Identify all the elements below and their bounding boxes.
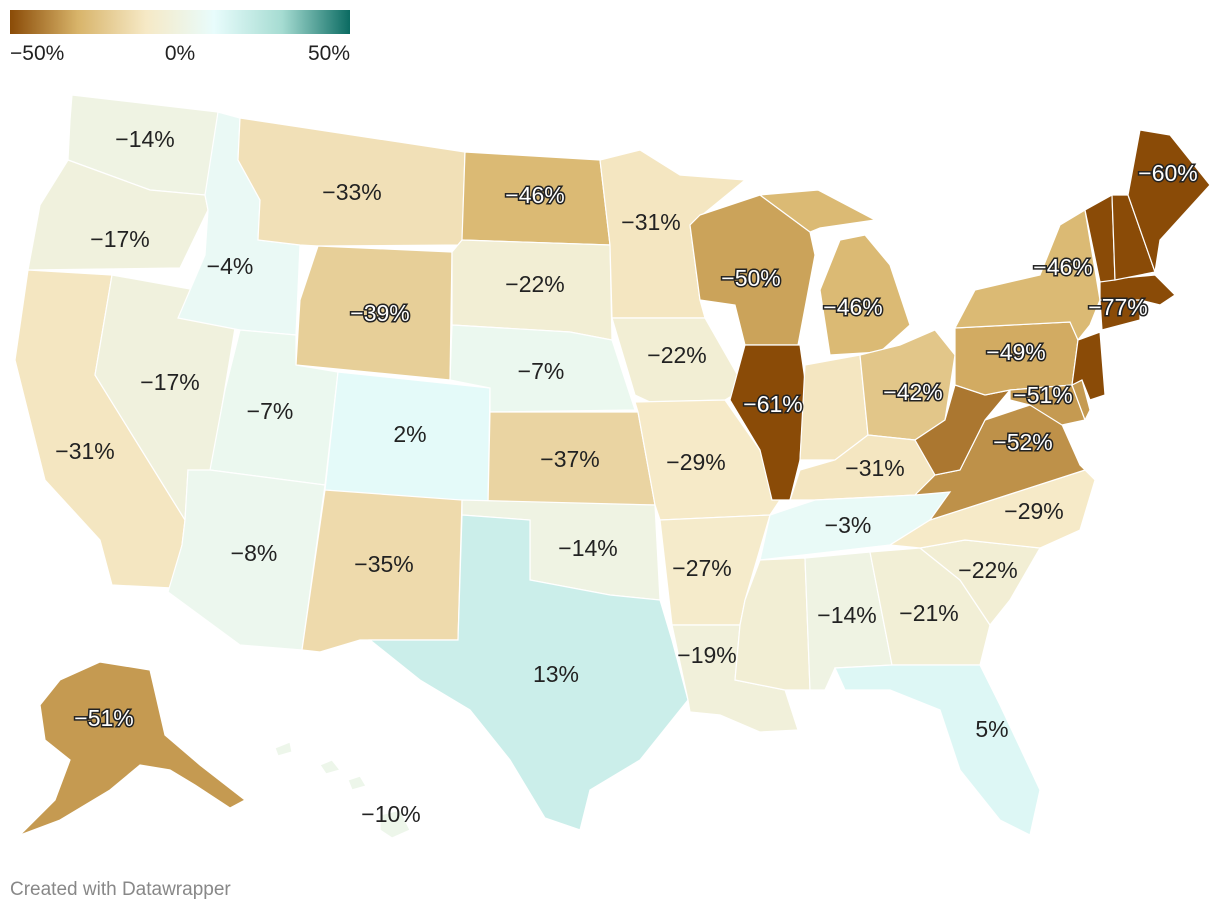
- label-wy: −39%: [350, 300, 409, 326]
- label-mi: −46%: [823, 294, 882, 320]
- label-ne: −7%: [518, 358, 565, 384]
- label-id: −4%: [207, 253, 254, 279]
- state-ny[interactable]: [953, 209, 1101, 342]
- state-hi[interactable]: [274, 741, 411, 839]
- label-ca: −31%: [55, 438, 114, 464]
- label-tx: 13%: [533, 661, 579, 687]
- legend-tick-max: 50%: [308, 42, 350, 65]
- label-ok: −14%: [558, 535, 617, 561]
- label-va: −52%: [993, 429, 1052, 455]
- label-mo: −29%: [666, 449, 725, 475]
- legend-tick-min: −50%: [10, 42, 64, 65]
- state-or[interactable]: [27, 159, 209, 271]
- label-hi: −10%: [361, 801, 420, 827]
- state-nj[interactable]: [1071, 331, 1106, 401]
- label-ut: −7%: [247, 398, 294, 424]
- label-nd: −46%: [505, 182, 564, 208]
- label-ma: −77%: [1088, 294, 1147, 320]
- label-il: −61%: [743, 391, 802, 417]
- legend: −50% 0% 50%: [10, 10, 350, 65]
- state-ma[interactable]: [1099, 274, 1176, 306]
- label-me: −60%: [1138, 160, 1197, 186]
- label-ky: −31%: [845, 455, 904, 481]
- label-pa: −49%: [986, 339, 1045, 365]
- state-tx[interactable]: [368, 514, 689, 831]
- label-ny: −46%: [1033, 254, 1092, 280]
- label-nm: −35%: [354, 551, 413, 577]
- state-mi[interactable]: [758, 189, 911, 356]
- label-tn: −3%: [825, 512, 872, 538]
- label-ks: −37%: [540, 446, 599, 472]
- state-fl[interactable]: [834, 664, 1041, 836]
- label-al: −14%: [817, 602, 876, 628]
- credit-text: Created with Datawrapper: [10, 879, 231, 900]
- label-mt: −33%: [322, 179, 381, 205]
- label-md: −51%: [1013, 382, 1072, 408]
- label-fl: 5%: [975, 716, 1008, 742]
- state-ak[interactable]: [19, 661, 247, 836]
- label-az: −8%: [231, 540, 278, 566]
- label-wa: −14%: [115, 126, 174, 152]
- label-ga: −21%: [899, 600, 958, 626]
- legend-color-bar: [10, 10, 350, 34]
- label-la: −19%: [677, 642, 736, 668]
- state-wy[interactable]: [295, 245, 453, 381]
- label-co: 2%: [393, 421, 426, 447]
- states-layer: [14, 94, 1211, 839]
- label-sd: −22%: [505, 271, 564, 297]
- label-oh: −42%: [883, 379, 942, 405]
- label-ak: −51%: [74, 705, 133, 731]
- label-sc: −22%: [958, 557, 1017, 583]
- label-nc: −29%: [1004, 498, 1063, 524]
- label-ia: −22%: [647, 342, 706, 368]
- state-me[interactable]: [1127, 129, 1211, 273]
- label-ar: −27%: [672, 555, 731, 581]
- label-mn: −31%: [621, 209, 680, 235]
- state-nc[interactable]: [888, 469, 1096, 549]
- state-ne[interactable]: [449, 324, 636, 413]
- legend-tick-mid: 0%: [165, 42, 195, 65]
- label-nv: −17%: [140, 369, 199, 395]
- value-labels: −14% −17% −31% −17% −4% −33% −39% −7% −8…: [55, 126, 1199, 827]
- label-wi: −50%: [721, 265, 780, 291]
- label-or: −17%: [90, 226, 149, 252]
